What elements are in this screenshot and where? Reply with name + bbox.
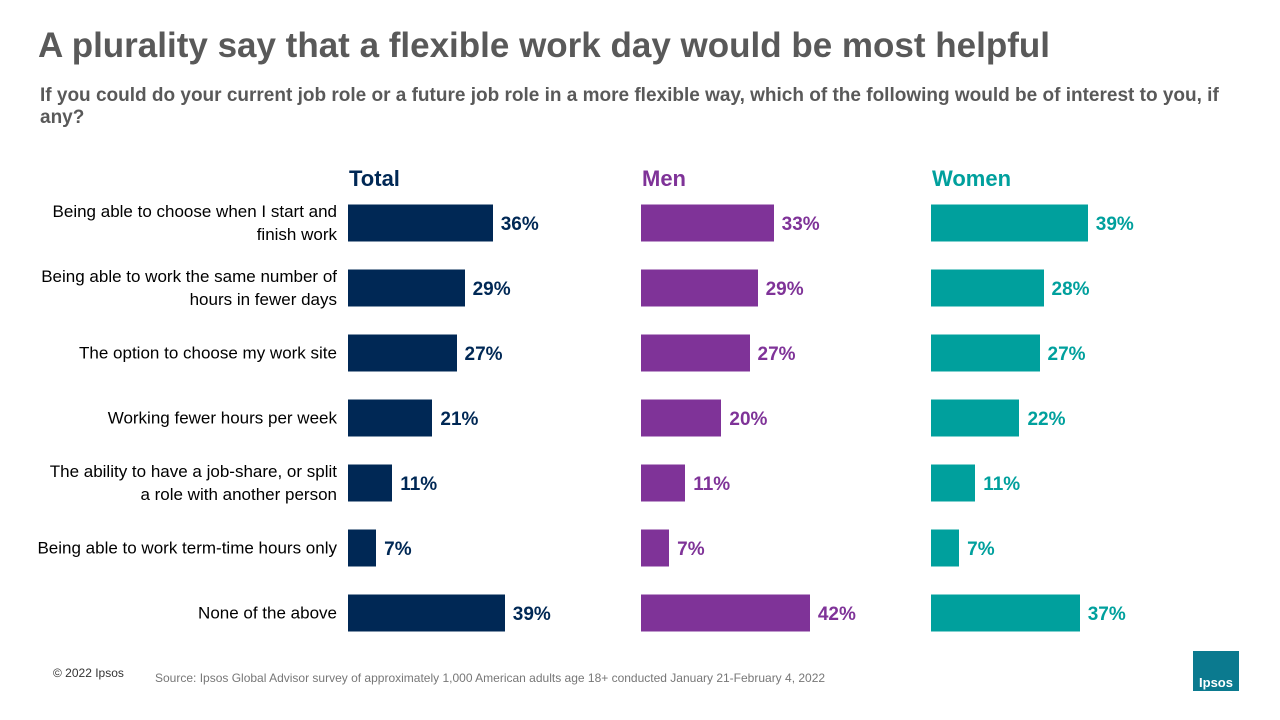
bar bbox=[348, 594, 505, 632]
panel-header: Women bbox=[932, 166, 1012, 191]
bar bbox=[641, 204, 774, 242]
bar bbox=[641, 529, 670, 567]
bar bbox=[931, 269, 1044, 307]
value-label: 11% bbox=[400, 474, 438, 495]
value-label: 27% bbox=[757, 344, 796, 365]
bar bbox=[931, 529, 960, 567]
category-label: The ability to have a job-share, or spli… bbox=[49, 462, 337, 504]
category-label: Being able to work the same number of ho… bbox=[41, 267, 337, 309]
value-label: 36% bbox=[500, 214, 539, 235]
bar bbox=[641, 334, 750, 372]
category-label: Being able to choose when I start and fi… bbox=[52, 202, 337, 244]
value-label: 20% bbox=[729, 409, 768, 430]
bar bbox=[348, 399, 433, 437]
bar bbox=[348, 204, 493, 242]
bar bbox=[931, 204, 1088, 242]
category-label: Working fewer hours per week bbox=[107, 408, 337, 428]
bar bbox=[641, 269, 758, 307]
value-label: 39% bbox=[512, 604, 551, 625]
value-label: 11% bbox=[693, 474, 731, 495]
value-label: 33% bbox=[781, 214, 820, 235]
value-label: 11% bbox=[983, 474, 1021, 495]
bar bbox=[641, 594, 810, 632]
category-label: Being able to work term-time hours only bbox=[37, 538, 337, 558]
value-label: 7% bbox=[677, 539, 705, 560]
value-label: 7% bbox=[384, 539, 412, 560]
value-label: 29% bbox=[472, 279, 511, 300]
bar bbox=[348, 269, 465, 307]
value-label: 29% bbox=[765, 279, 804, 300]
bar bbox=[641, 399, 722, 437]
panel-header: Men bbox=[642, 166, 686, 191]
bar bbox=[931, 464, 976, 502]
bar bbox=[931, 399, 1020, 437]
value-label: 37% bbox=[1087, 604, 1126, 625]
value-label: 28% bbox=[1051, 279, 1090, 300]
value-label: 21% bbox=[440, 409, 479, 430]
value-label: 39% bbox=[1095, 214, 1134, 235]
source-note: Source: Ipsos Global Advisor survey of a… bbox=[155, 671, 826, 685]
bar bbox=[931, 594, 1080, 632]
title: A plurality say that a flexible work day… bbox=[38, 26, 1050, 65]
logo: Ipsos bbox=[1193, 651, 1239, 691]
value-label: 22% bbox=[1027, 409, 1066, 430]
value-label: 27% bbox=[1047, 344, 1086, 365]
bar bbox=[348, 529, 377, 567]
copyright: © 2022 Ipsos bbox=[53, 666, 124, 680]
bar bbox=[641, 464, 686, 502]
bar bbox=[931, 334, 1040, 372]
bar bbox=[348, 334, 457, 372]
subtitle: If you could do your current job role or… bbox=[40, 85, 1219, 128]
value-label: 27% bbox=[464, 344, 503, 365]
category-label: The option to choose my work site bbox=[79, 343, 337, 363]
category-label: None of the above bbox=[198, 603, 337, 623]
value-label: 42% bbox=[817, 604, 856, 625]
value-label: 7% bbox=[967, 539, 995, 560]
bar bbox=[348, 464, 393, 502]
panel-header: Total bbox=[349, 166, 400, 191]
